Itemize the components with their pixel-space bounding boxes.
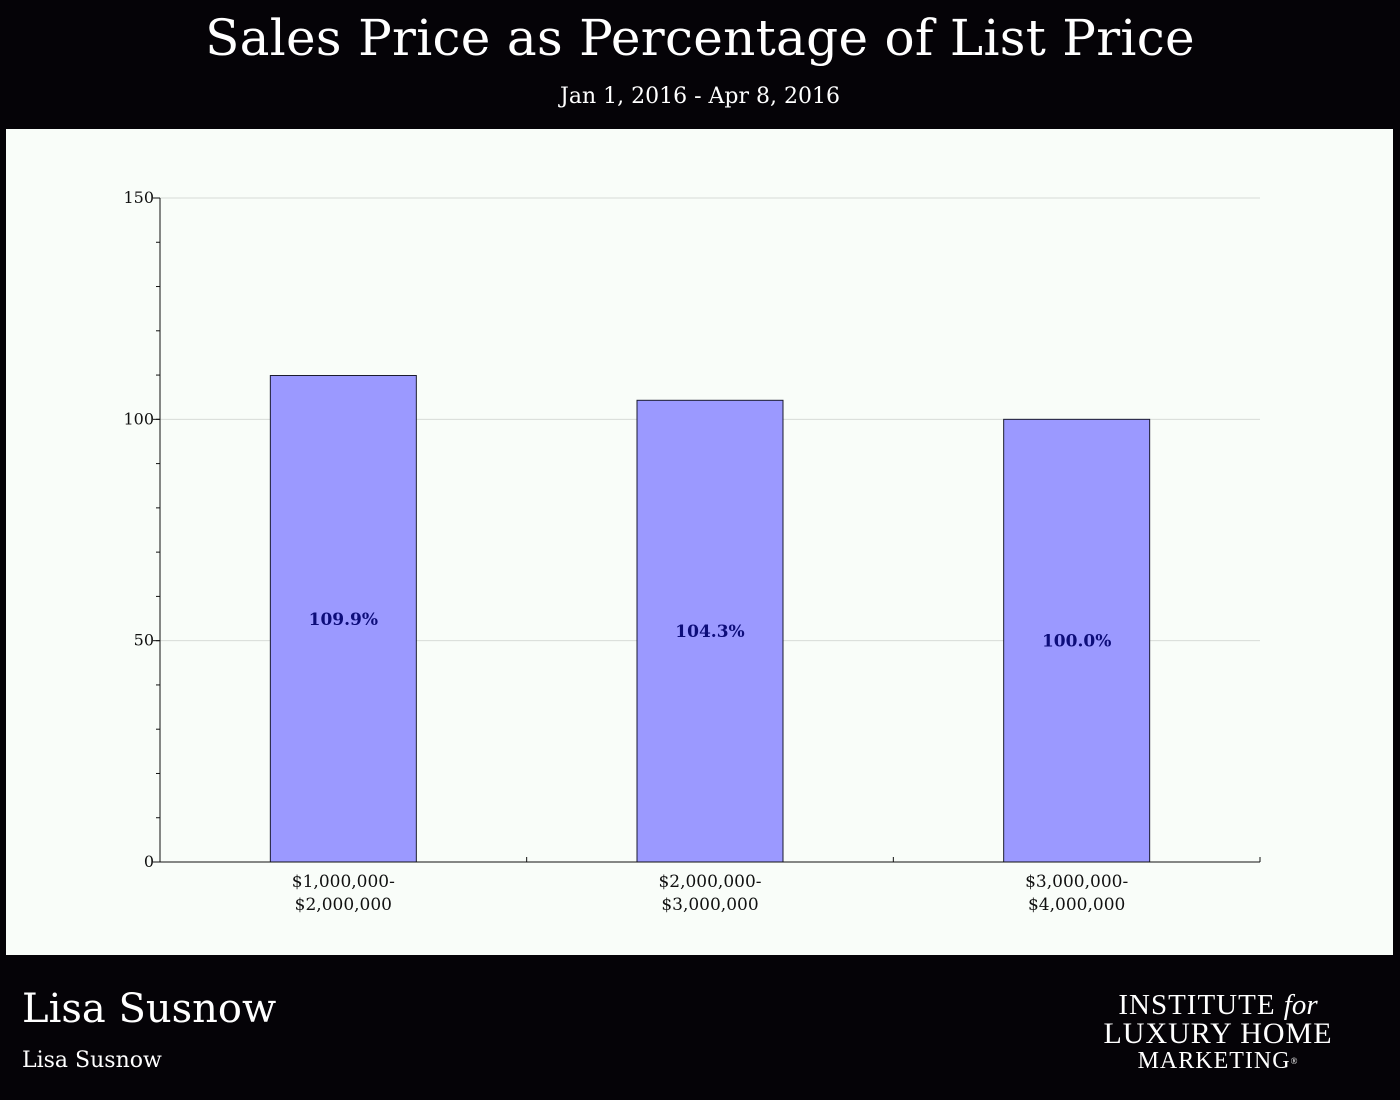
- bars: [269, 375, 1151, 863]
- axes: [153, 197, 1261, 863]
- x-tick-label-0-0: $1,000,000-: [292, 872, 395, 892]
- x-tick-label-1-0: $2,000,000-: [658, 872, 761, 892]
- y-tick-label-150: 150: [123, 188, 154, 207]
- bar-2: [1003, 418, 1151, 863]
- chart-panel: 0 50 100 150 $1,000,000- $2,000,000 $2,000,000…: [6, 129, 1393, 955]
- data-label-2: 100.0%: [1042, 632, 1111, 652]
- y-tick-label-50: 50: [134, 631, 154, 650]
- y-tick-label-100: 100: [123, 409, 154, 428]
- x-tick-label-0-1: $2,000,000: [295, 895, 392, 915]
- logo-word-institute: INSTITUTE: [1118, 989, 1276, 1021]
- bar-0: [269, 375, 417, 863]
- data-label-1: 104.3%: [675, 622, 744, 642]
- logo-line-3: MARKETING®: [1082, 1048, 1354, 1074]
- date-range: Jan 1, 2016 - Apr 8, 2016: [560, 84, 840, 109]
- agent-subname: Lisa Susnow: [22, 1048, 162, 1073]
- y-tick-label-0: 0: [144, 852, 154, 871]
- labels: 0 50 100 150 $1,000,000- $2,000,000 $2,000,000…: [123, 188, 1128, 915]
- x-tick-label-2-1: $4,000,000: [1028, 895, 1125, 915]
- registered-mark: ®: [1290, 1056, 1299, 1066]
- header: Sales Price as Percentage of List Price …: [0, 0, 1400, 128]
- bar-1: [636, 399, 784, 863]
- logo-word-marketing: MARKETING: [1137, 1048, 1291, 1074]
- x-tick-label-1-1: $3,000,000: [661, 895, 758, 915]
- page-title: Sales Price as Percentage of List Price: [205, 9, 1195, 67]
- agent-name: Lisa Susnow: [22, 986, 277, 1032]
- bar-chart: 0 50 100 150 $1,000,000- $2,000,000 $2,000,000…: [123, 188, 1261, 915]
- logo-line-1: INSTITUTE for: [1082, 990, 1354, 1020]
- data-label-0: 109.9%: [309, 610, 378, 630]
- x-tick-label-2-0: $3,000,000-: [1025, 872, 1128, 892]
- logo-line-2: LUXURY HOME: [1103, 1017, 1333, 1050]
- logo-word-for: for: [1283, 989, 1318, 1021]
- institute-logo: INSTITUTE for LUXURY HOME MARKETING®: [1082, 990, 1354, 1074]
